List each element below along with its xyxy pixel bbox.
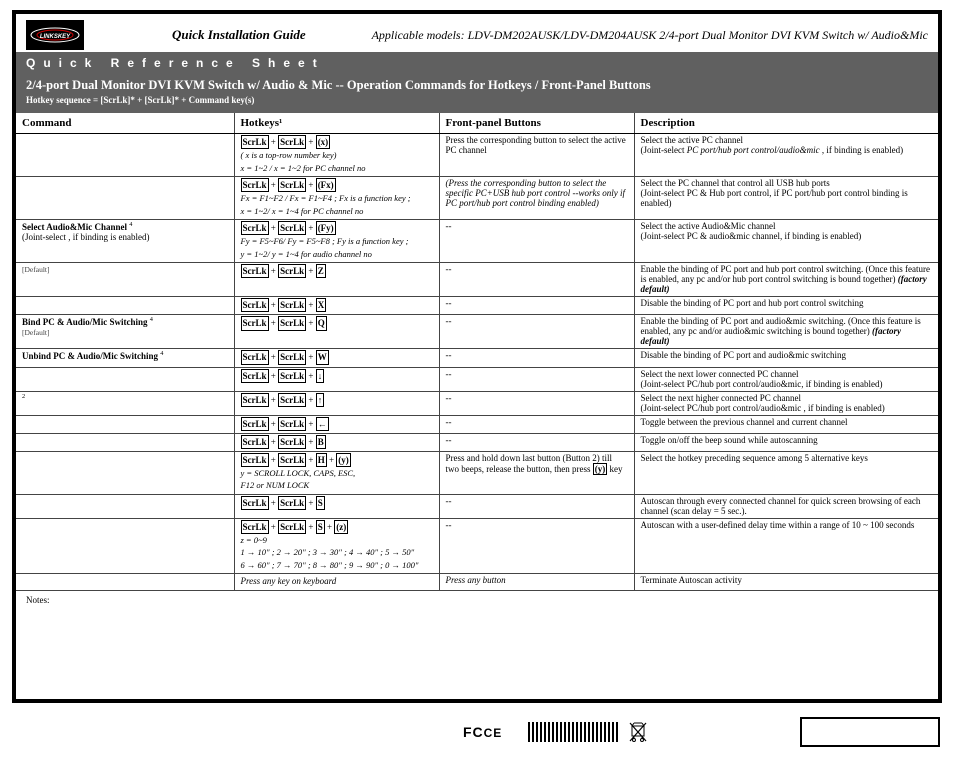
- cell-frontpanel: --: [439, 220, 634, 263]
- cell-command: [16, 518, 234, 574]
- cell-frontpanel: Press any button: [439, 574, 634, 590]
- cell-hotkeys: ScrLk + ScrLk + W: [234, 349, 439, 367]
- header-bar: LINKSKEY Quick Installation Guide Applic…: [16, 14, 938, 52]
- cell-description: Select the PC channel that control all U…: [634, 177, 938, 220]
- table-row: [Default]ScrLk + ScrLk + Z--Enable the b…: [16, 263, 938, 297]
- svg-text:LINKSKEY: LINKSKEY: [40, 34, 71, 40]
- cell-description: Select the next higher connected PC chan…: [634, 391, 938, 415]
- cell-description: Toggle between the previous channel and …: [634, 415, 938, 433]
- cell-description: Terminate Autoscan activity: [634, 574, 938, 590]
- cell-hotkeys: Press any key on keyboard: [234, 574, 439, 590]
- table-row: ScrLk + ScrLk + ↓--Select the next lower…: [16, 367, 938, 391]
- cell-frontpanel: --: [439, 315, 634, 349]
- table-row: ScrLk + ScrLk + X--Disable the binding o…: [16, 297, 938, 315]
- cell-hotkeys: ScrLk + ScrLk + S: [234, 494, 439, 518]
- cell-frontpanel: --: [439, 494, 634, 518]
- fc-logo: FCCE: [463, 724, 502, 740]
- cell-frontpanel: --: [439, 415, 634, 433]
- cell-command: [16, 574, 234, 590]
- table-row: Bind PC & Audio/Mic Switching 4[Default]…: [16, 315, 938, 349]
- barcode: [528, 722, 618, 742]
- cell-hotkeys: ScrLk + ScrLk + (Fy)Fy = F5~F6/ Fy = F5~…: [234, 220, 439, 263]
- table-row: ScrLk + ScrLk + H + (y)y = SCROLL LOCK, …: [16, 451, 938, 494]
- cell-command: [16, 297, 234, 315]
- guide-title: Quick Installation Guide: [172, 27, 306, 43]
- cell-frontpanel: --: [439, 433, 634, 451]
- col-hotkeys: Hotkeys¹: [234, 113, 439, 134]
- table-row: Press any key on keyboardPress any butto…: [16, 574, 938, 590]
- subtitle-line1: 2/4-port Dual Monitor DVI KVM Switch w/ …: [26, 78, 928, 93]
- cell-hotkeys: ScrLk + ScrLk + Z: [234, 263, 439, 297]
- cell-description: Select the active Audio&Mic channel(Join…: [634, 220, 938, 263]
- table-row: ScrLk + ScrLk + (Fx)Fx = F1~F2 / Fx = F1…: [16, 177, 938, 220]
- cell-description: Select the active PC channel(Joint-selec…: [634, 134, 938, 177]
- cell-description: Select the next lower connected PC chann…: [634, 367, 938, 391]
- cell-hotkeys: ScrLk + ScrLk + B: [234, 433, 439, 451]
- cell-frontpanel: (Press the corresponding button to selec…: [439, 177, 634, 220]
- cell-description: Select the hotkey preceding sequence amo…: [634, 451, 938, 494]
- subtitle-bar: 2/4-port Dual Monitor DVI KVM Switch w/ …: [16, 74, 938, 113]
- reference-table: Command Hotkeys¹ Front-panel Buttons Des…: [16, 113, 938, 591]
- cell-frontpanel: --: [439, 349, 634, 367]
- table-row: ScrLk + ScrLk + B--Toggle on/off the bee…: [16, 433, 938, 451]
- cell-description: Enable the binding of PC port and hub po…: [634, 263, 938, 297]
- cell-description: Autoscan with a user-defined delay time …: [634, 518, 938, 574]
- cell-command: [16, 433, 234, 451]
- cell-description: Toggle on/off the beep sound while autos…: [634, 433, 938, 451]
- cell-command: [Default]: [16, 263, 234, 297]
- subtitle-line2: Hotkey sequence = [ScrLk]* + [ScrLk]* + …: [26, 95, 928, 105]
- table-row: Select Audio&Mic Channel 4(Joint-select …: [16, 220, 938, 263]
- cell-command: Bind PC & Audio/Mic Switching 4[Default]: [16, 315, 234, 349]
- table-row: ScrLk + ScrLk + ←--Toggle between the pr…: [16, 415, 938, 433]
- col-frontpanel: Front-panel Buttons: [439, 113, 634, 134]
- cell-command: [16, 451, 234, 494]
- cell-hotkeys: ScrLk + ScrLk + H + (y)y = SCROLL LOCK, …: [234, 451, 439, 494]
- applicable-models: Applicable models: LDV-DM202AUSK/LDV-DM2…: [372, 28, 928, 43]
- cell-command: [16, 415, 234, 433]
- cell-command: Unbind PC & Audio/Mic Switching 4: [16, 349, 234, 367]
- stamp-box: [800, 717, 940, 747]
- notes-label: Notes:: [26, 595, 50, 605]
- cell-command: [16, 177, 234, 220]
- cell-description: Autoscan through every connected channel…: [634, 494, 938, 518]
- cell-description: Disable the binding of PC port and hub p…: [634, 297, 938, 315]
- col-command: Command: [16, 113, 234, 134]
- cell-hotkeys: ScrLk + ScrLk + (Fx)Fx = F1~F2 / Fx = F1…: [234, 177, 439, 220]
- cell-hotkeys: ScrLk + ScrLk + ↓: [234, 367, 439, 391]
- cell-hotkeys: ScrLk + ScrLk + ↑: [234, 391, 439, 415]
- cell-command: [16, 494, 234, 518]
- cell-command: [16, 134, 234, 177]
- cell-frontpanel: --: [439, 518, 634, 574]
- cell-hotkeys: ScrLk + ScrLk + ←: [234, 415, 439, 433]
- cell-description: Enable the binding of PC port and audio&…: [634, 315, 938, 349]
- cell-frontpanel: Press and hold down last button (Button …: [439, 451, 634, 494]
- cell-hotkeys: ScrLk + ScrLk + X: [234, 297, 439, 315]
- weee-icon: [628, 721, 648, 743]
- cell-frontpanel: --: [439, 391, 634, 415]
- cell-frontpanel: --: [439, 297, 634, 315]
- cell-hotkeys: ScrLk + ScrLk + Q: [234, 315, 439, 349]
- cell-command: Select Audio&Mic Channel 4(Joint-select …: [16, 220, 234, 263]
- cell-description: Disable the binding of PC port and audio…: [634, 349, 938, 367]
- cell-command: 2: [16, 391, 234, 415]
- cell-command: [16, 367, 234, 391]
- table-row: ScrLk + ScrLk + S--Autoscan through ever…: [16, 494, 938, 518]
- notes-section: Notes:: [16, 591, 938, 699]
- table-row: ScrLk + ScrLk + S + (z)z = 0~91 → 10" ; …: [16, 518, 938, 574]
- table-row: 2ScrLk + ScrLk + ↑--Select the next high…: [16, 391, 938, 415]
- cell-frontpanel: --: [439, 263, 634, 297]
- cell-hotkeys: ScrLk + ScrLk + S + (z)z = 0~91 → 10" ; …: [234, 518, 439, 574]
- cell-frontpanel: --: [439, 367, 634, 391]
- footer-bar: FCCE: [0, 711, 954, 757]
- page-frame: LINKSKEY Quick Installation Guide Applic…: [12, 10, 942, 703]
- cell-frontpanel: Press the corresponding button to select…: [439, 134, 634, 177]
- cell-hotkeys: ScrLk + ScrLk + (x)( x is a top-row numb…: [234, 134, 439, 177]
- brand-logo: LINKSKEY: [26, 20, 84, 50]
- table-header-row: Command Hotkeys¹ Front-panel Buttons Des…: [16, 113, 938, 134]
- reference-sheet-bar: Quick Reference Sheet: [16, 52, 938, 74]
- table-row: Unbind PC & Audio/Mic Switching 4ScrLk +…: [16, 349, 938, 367]
- table-row: ScrLk + ScrLk + (x)( x is a top-row numb…: [16, 134, 938, 177]
- col-description: Description: [634, 113, 938, 134]
